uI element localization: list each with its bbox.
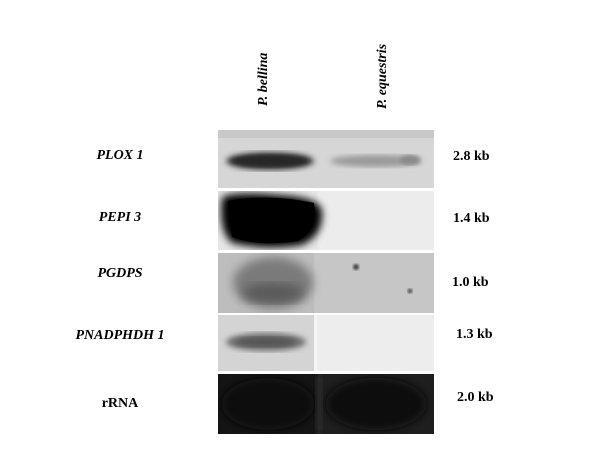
blot-panel-pgdps — [218, 253, 434, 313]
lane-label-p-bellina: P. bellina — [256, 52, 271, 106]
size-label-pnadphdh1: 1.3 kb — [456, 327, 493, 342]
blot-panel-pnadphdh1 — [218, 315, 434, 371]
band-rrna-equestris — [326, 378, 426, 430]
gene-label-plox1: PLOX 1 — [96, 148, 144, 163]
size-label-plox1: 2.8 kb — [453, 149, 490, 164]
blot-panel-pepi3 — [218, 191, 434, 250]
band-rrna-bellina — [222, 378, 314, 430]
gene-label-pgdps: PGDPS — [97, 266, 143, 281]
blot-panel-plox1 — [218, 130, 434, 188]
lane-label-p-equestris: P. equestris — [375, 43, 390, 109]
size-label-pepi3: 1.4 kb — [453, 211, 490, 226]
gene-label-rrna: rRNA — [101, 396, 139, 411]
size-label-rrna: 2.0 kb — [457, 390, 494, 405]
gene-label-pepi3: PEPI 3 — [98, 210, 142, 225]
gene-label-pnadphdh1: PNADPHDH 1 — [75, 328, 165, 343]
size-label-pgdps: 1.0 kb — [452, 275, 489, 290]
blot-panel-rrna — [218, 374, 434, 434]
band-plox1-equestris — [330, 155, 422, 167]
